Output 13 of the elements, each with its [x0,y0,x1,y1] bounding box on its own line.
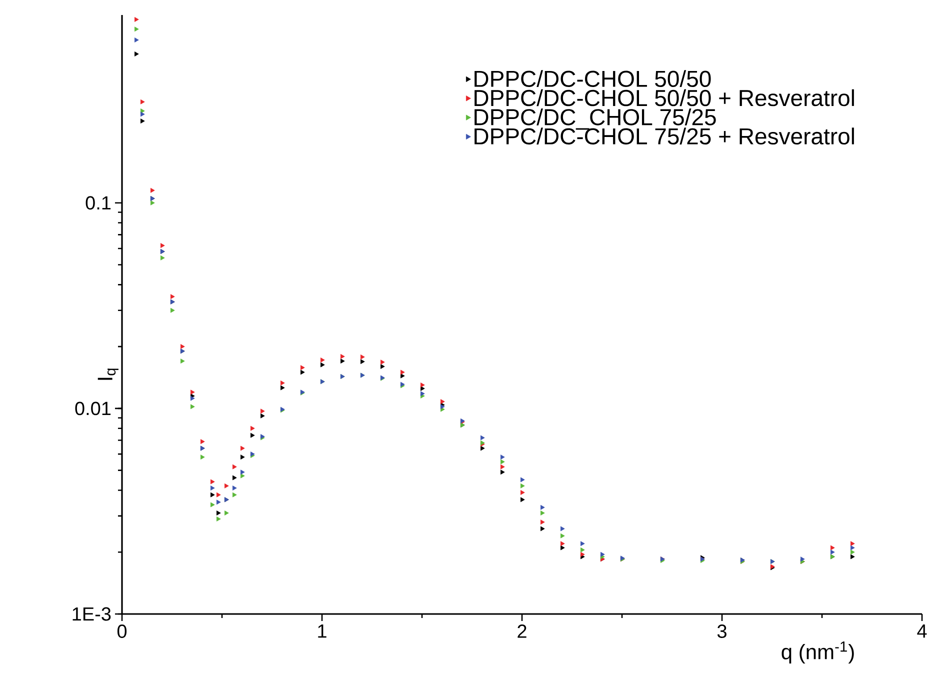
x-tick-label: 2 [518,624,526,638]
legend-label: DPPC/DC-CHOL 75/25 + Resveratrol [474,128,854,145]
x-tick-label: 0 [117,624,127,638]
y-tick-label: 0.01 [75,402,111,416]
y-axis-title: I$_{q}$ [98,368,118,380]
x-tick-label: 3 [717,624,726,638]
x-axis-title: q (nm$^{-1}$) [782,642,854,664]
y-tick-label: 1E-3 [72,607,111,621]
y-tick-label: 0.1 [86,196,111,210]
legend-label: DPPC/DC-CHOL 50/50 + Resveratrol [474,89,854,106]
legend-label: DPPC/DC-CHOL 50/50 [474,70,711,88]
x-tick-label: 4 [917,624,927,638]
x-tick-label: 1 [318,624,326,638]
